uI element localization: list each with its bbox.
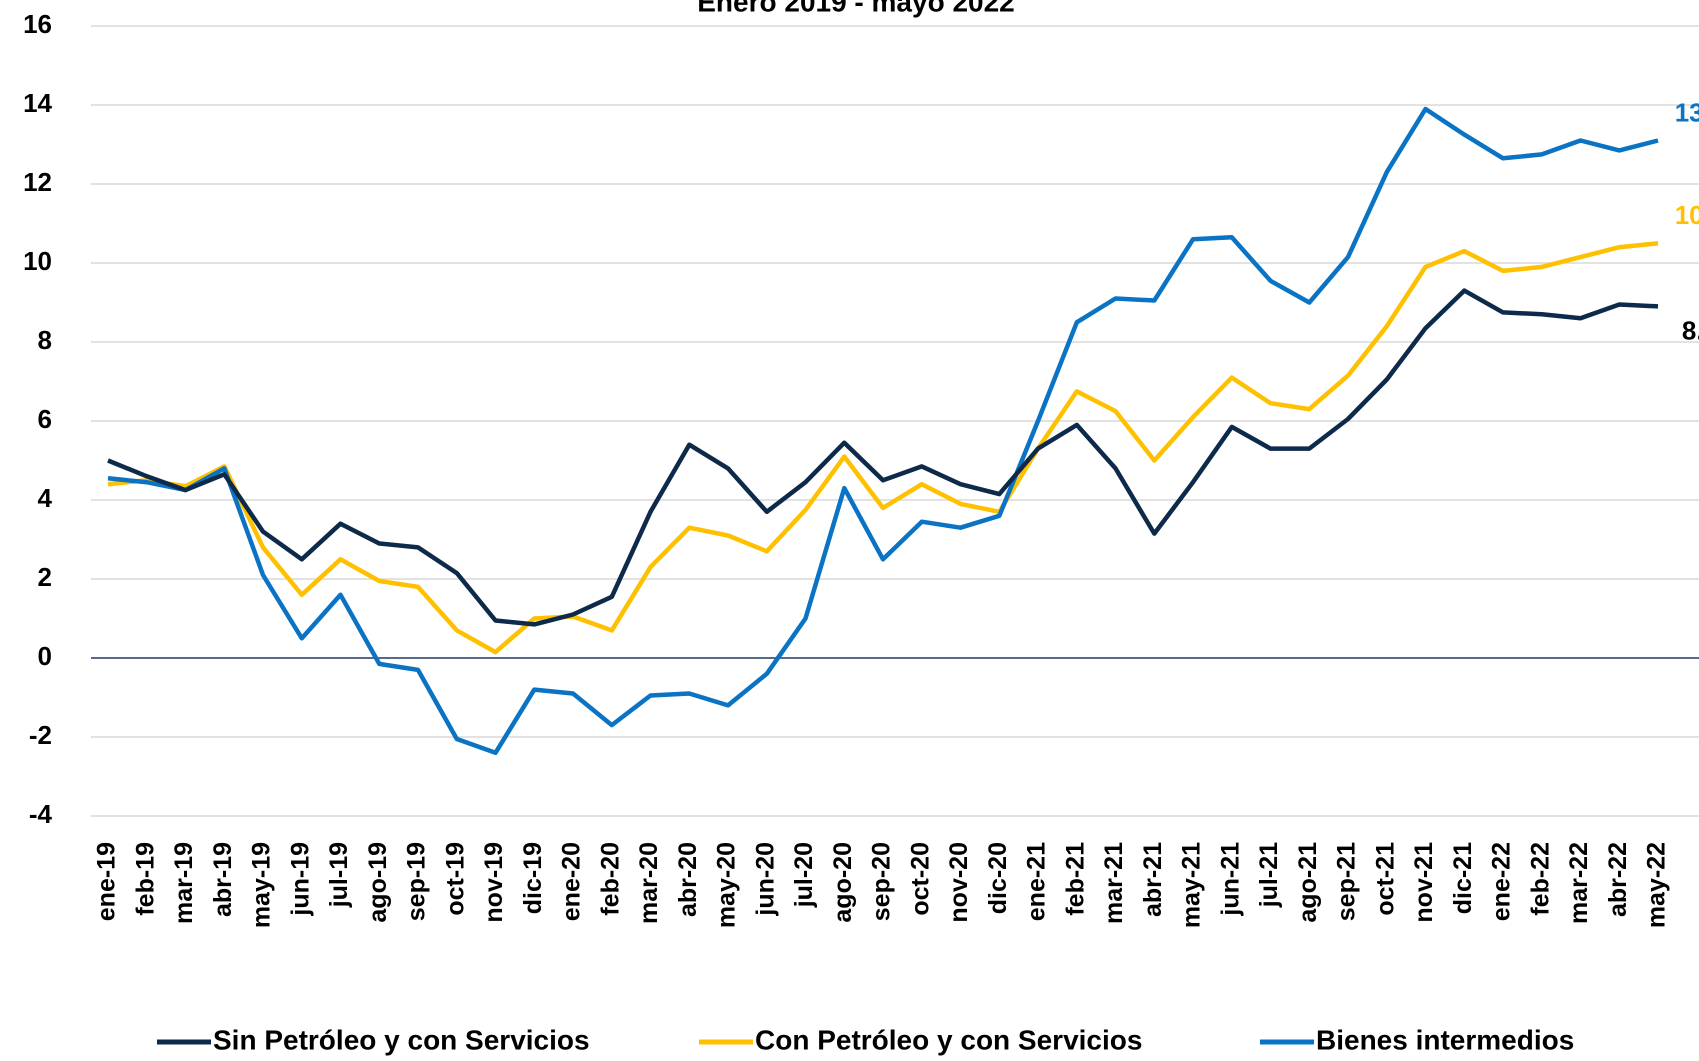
x-tick-label: nov-20 — [945, 842, 973, 923]
x-tick-label: sep-19 — [403, 842, 431, 921]
x-tick-label: jun-21 — [1216, 842, 1244, 917]
x-tick-label: jul-19 — [325, 842, 353, 908]
x-tick-label: mar-22 — [1565, 842, 1593, 924]
x-tick-label: ene-19 — [93, 842, 121, 921]
series-line — [107, 241, 1659, 655]
end-label: 10.5 — [1675, 200, 1699, 230]
x-tick-label: mar-19 — [170, 842, 198, 924]
series-line — [107, 288, 1659, 627]
x-tick-label: abr-22 — [1604, 842, 1632, 917]
x-tick-label: abr-20 — [674, 842, 702, 917]
x-tick-label: nov-19 — [480, 842, 508, 923]
x-tick-label: ago-20 — [829, 842, 857, 923]
x-tick-label: jul-21 — [1255, 842, 1283, 908]
x-tick-label: jul-20 — [790, 842, 818, 908]
y-tick-label: 14 — [23, 88, 52, 118]
x-tick-label: jun-19 — [286, 842, 314, 917]
y-tick-label: -2 — [29, 720, 52, 750]
y-tick-label: 2 — [38, 562, 52, 592]
x-tick-label: may-22 — [1643, 842, 1671, 928]
x-tick-label: may-21 — [1178, 842, 1206, 928]
x-tick-label: nov-21 — [1410, 842, 1438, 923]
legend-label: Bienes intermedios — [1316, 1024, 1574, 1055]
x-tick-label: jun-20 — [751, 842, 779, 917]
x-tick-label: ene-21 — [1023, 842, 1051, 921]
x-tick-label: feb-19 — [131, 842, 159, 916]
x-tick-label: ene-20 — [558, 842, 586, 921]
x-tick-label: dic-21 — [1449, 842, 1477, 914]
y-tick-label: -4 — [29, 799, 53, 829]
x-tick-label: dic-19 — [519, 842, 547, 914]
legend-label: Sin Petróleo y con Servicios — [213, 1024, 590, 1055]
x-tick-label: sep-21 — [1333, 842, 1361, 921]
x-tick-label: oct-19 — [441, 842, 469, 916]
x-tick-label: abr-19 — [209, 842, 237, 917]
x-tick-label: mar-21 — [1100, 842, 1128, 924]
x-tick-label: feb-21 — [1061, 842, 1089, 916]
x-tick-label: feb-22 — [1526, 842, 1554, 916]
series-line — [107, 106, 1659, 756]
x-tick-label: oct-21 — [1371, 842, 1399, 916]
y-tick-label: 16 — [23, 9, 52, 39]
y-tick-label: 12 — [23, 167, 52, 197]
y-tick-label: 8 — [38, 325, 52, 355]
x-tick-label: may-19 — [248, 842, 276, 928]
x-tick-label: sep-20 — [868, 842, 896, 921]
chart-title: Enero 2019 - mayo 2022 — [697, 0, 1015, 17]
end-label: 13.1 — [1675, 97, 1699, 127]
end-label: 8.9 — [1682, 315, 1699, 345]
x-tick-label: ene-22 — [1488, 842, 1516, 921]
x-tick-label: ago-19 — [364, 842, 392, 923]
legend-label: Con Petróleo y con Servicios — [755, 1024, 1142, 1055]
x-tick-label: dic-20 — [984, 842, 1012, 914]
y-tick-label: 6 — [38, 404, 52, 434]
x-tick-label: ago-21 — [1294, 842, 1322, 923]
y-tick-label: 4 — [38, 483, 53, 513]
x-tick-label: mar-20 — [635, 842, 663, 924]
x-tick-label: feb-20 — [596, 842, 624, 916]
x-tick-label: oct-20 — [906, 842, 934, 916]
y-tick-label: 10 — [23, 246, 52, 276]
x-tick-label: abr-21 — [1139, 842, 1167, 917]
y-tick-label: 0 — [38, 641, 52, 671]
x-tick-label: may-20 — [713, 842, 741, 928]
